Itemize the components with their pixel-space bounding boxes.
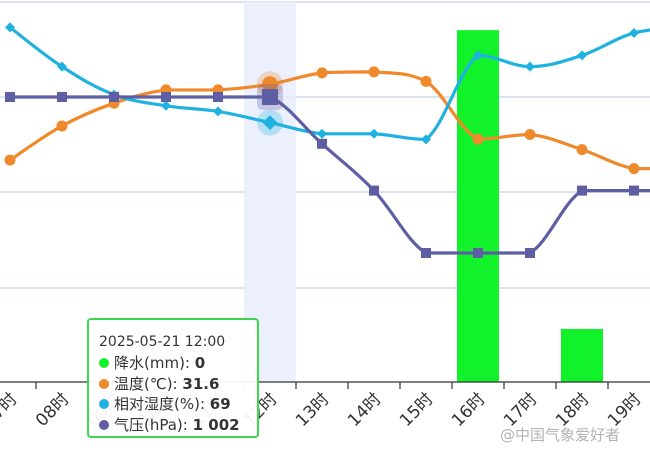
- tooltip-label: 相对湿度(%):: [114, 395, 206, 413]
- pressure-marker: [629, 185, 639, 196]
- temperature-marker: [420, 75, 432, 87]
- humidity-marker: [525, 61, 535, 72]
- temperature-dot-icon: [99, 378, 109, 389]
- temperature-marker: [56, 120, 68, 132]
- temperature-marker: [368, 66, 380, 78]
- tooltip-label: 气压(hPa):: [114, 415, 188, 434]
- tooltip-value: 1 002: [192, 415, 240, 434]
- humidity-marker: [577, 50, 587, 61]
- temperature-marker: [628, 163, 640, 175]
- temperature-marker: [472, 133, 484, 145]
- x-tick-label: 13时: [292, 389, 333, 430]
- precipitation-dot-icon: [99, 358, 109, 368]
- pressure-marker: [525, 248, 535, 258]
- humidity-line: [9, 26, 650, 141]
- humidity-marker: [161, 100, 171, 111]
- humidity-series: [5, 22, 650, 145]
- x-tick-label: 15时: [396, 389, 437, 430]
- x-tick-label: 16时: [448, 389, 489, 430]
- tooltip-time: 2025-05-21 12:00: [99, 334, 226, 350]
- pressure-marker: [161, 92, 171, 102]
- humidity-marker: [213, 106, 223, 117]
- pressure-series: [5, 84, 650, 258]
- precipitation-bar: [457, 30, 499, 382]
- watermark: @中国气象爱好者: [500, 426, 621, 444]
- tooltip-row-pressure: 气压(hPa): 1 002: [99, 415, 257, 436]
- tooltip-label: 降水(mm):: [114, 354, 190, 372]
- temperature-marker: [576, 144, 588, 156]
- x-tick-label: 14时: [344, 389, 385, 430]
- pressure-marker: [369, 185, 379, 196]
- humidity-dot-icon: [99, 399, 109, 409]
- humidity-marker: [262, 115, 278, 131]
- tooltip: 2025-05-21 12:00 降水(mm): 0 温度(℃): 31.6 相…: [87, 318, 259, 438]
- humidity-marker: [57, 61, 67, 72]
- pressure-marker: [213, 92, 223, 102]
- humidity-marker: [317, 128, 327, 139]
- temperature-line: [9, 70, 650, 171]
- temperature-marker: [524, 128, 536, 140]
- pressure-marker: [262, 89, 278, 105]
- tooltip-value: 0: [194, 354, 206, 372]
- pressure-dot-icon: [99, 419, 109, 430]
- precipitation-bars: [457, 30, 603, 382]
- temperature-marker: [262, 76, 278, 93]
- pressure-marker: [473, 248, 483, 258]
- tooltip-value: 69: [209, 395, 231, 413]
- pressure-marker: [57, 92, 67, 102]
- temperature-series: [4, 66, 650, 175]
- pressure-marker: [421, 248, 431, 258]
- tooltip-row-precipitation: 降水(mm): 0: [99, 353, 257, 374]
- pressure-marker: [317, 138, 327, 149]
- pressure-line: [9, 95, 650, 255]
- pressure-marker: [109, 92, 119, 102]
- pressure-marker: [5, 92, 15, 102]
- x-tick-label: 07时: [0, 389, 22, 430]
- x-tick-label: 08时: [32, 389, 73, 430]
- humidity-marker: [369, 128, 379, 139]
- tooltip-row-humidity: 相对湿度(%): 69: [99, 394, 257, 415]
- temperature-marker: [316, 67, 328, 79]
- humidity-marker: [629, 28, 639, 38]
- humidity-marker: [473, 50, 483, 61]
- precipitation-bar: [561, 328, 603, 382]
- humidity-marker: [5, 22, 15, 33]
- pressure-marker: [577, 185, 587, 196]
- humidity-marker: [421, 134, 431, 145]
- tooltip-row-temperature: 温度(℃): 31.6: [99, 374, 257, 395]
- temperature-marker: [4, 154, 16, 166]
- tooltip-value: 31.6: [182, 374, 220, 393]
- tooltip-label: 温度(℃):: [114, 374, 178, 393]
